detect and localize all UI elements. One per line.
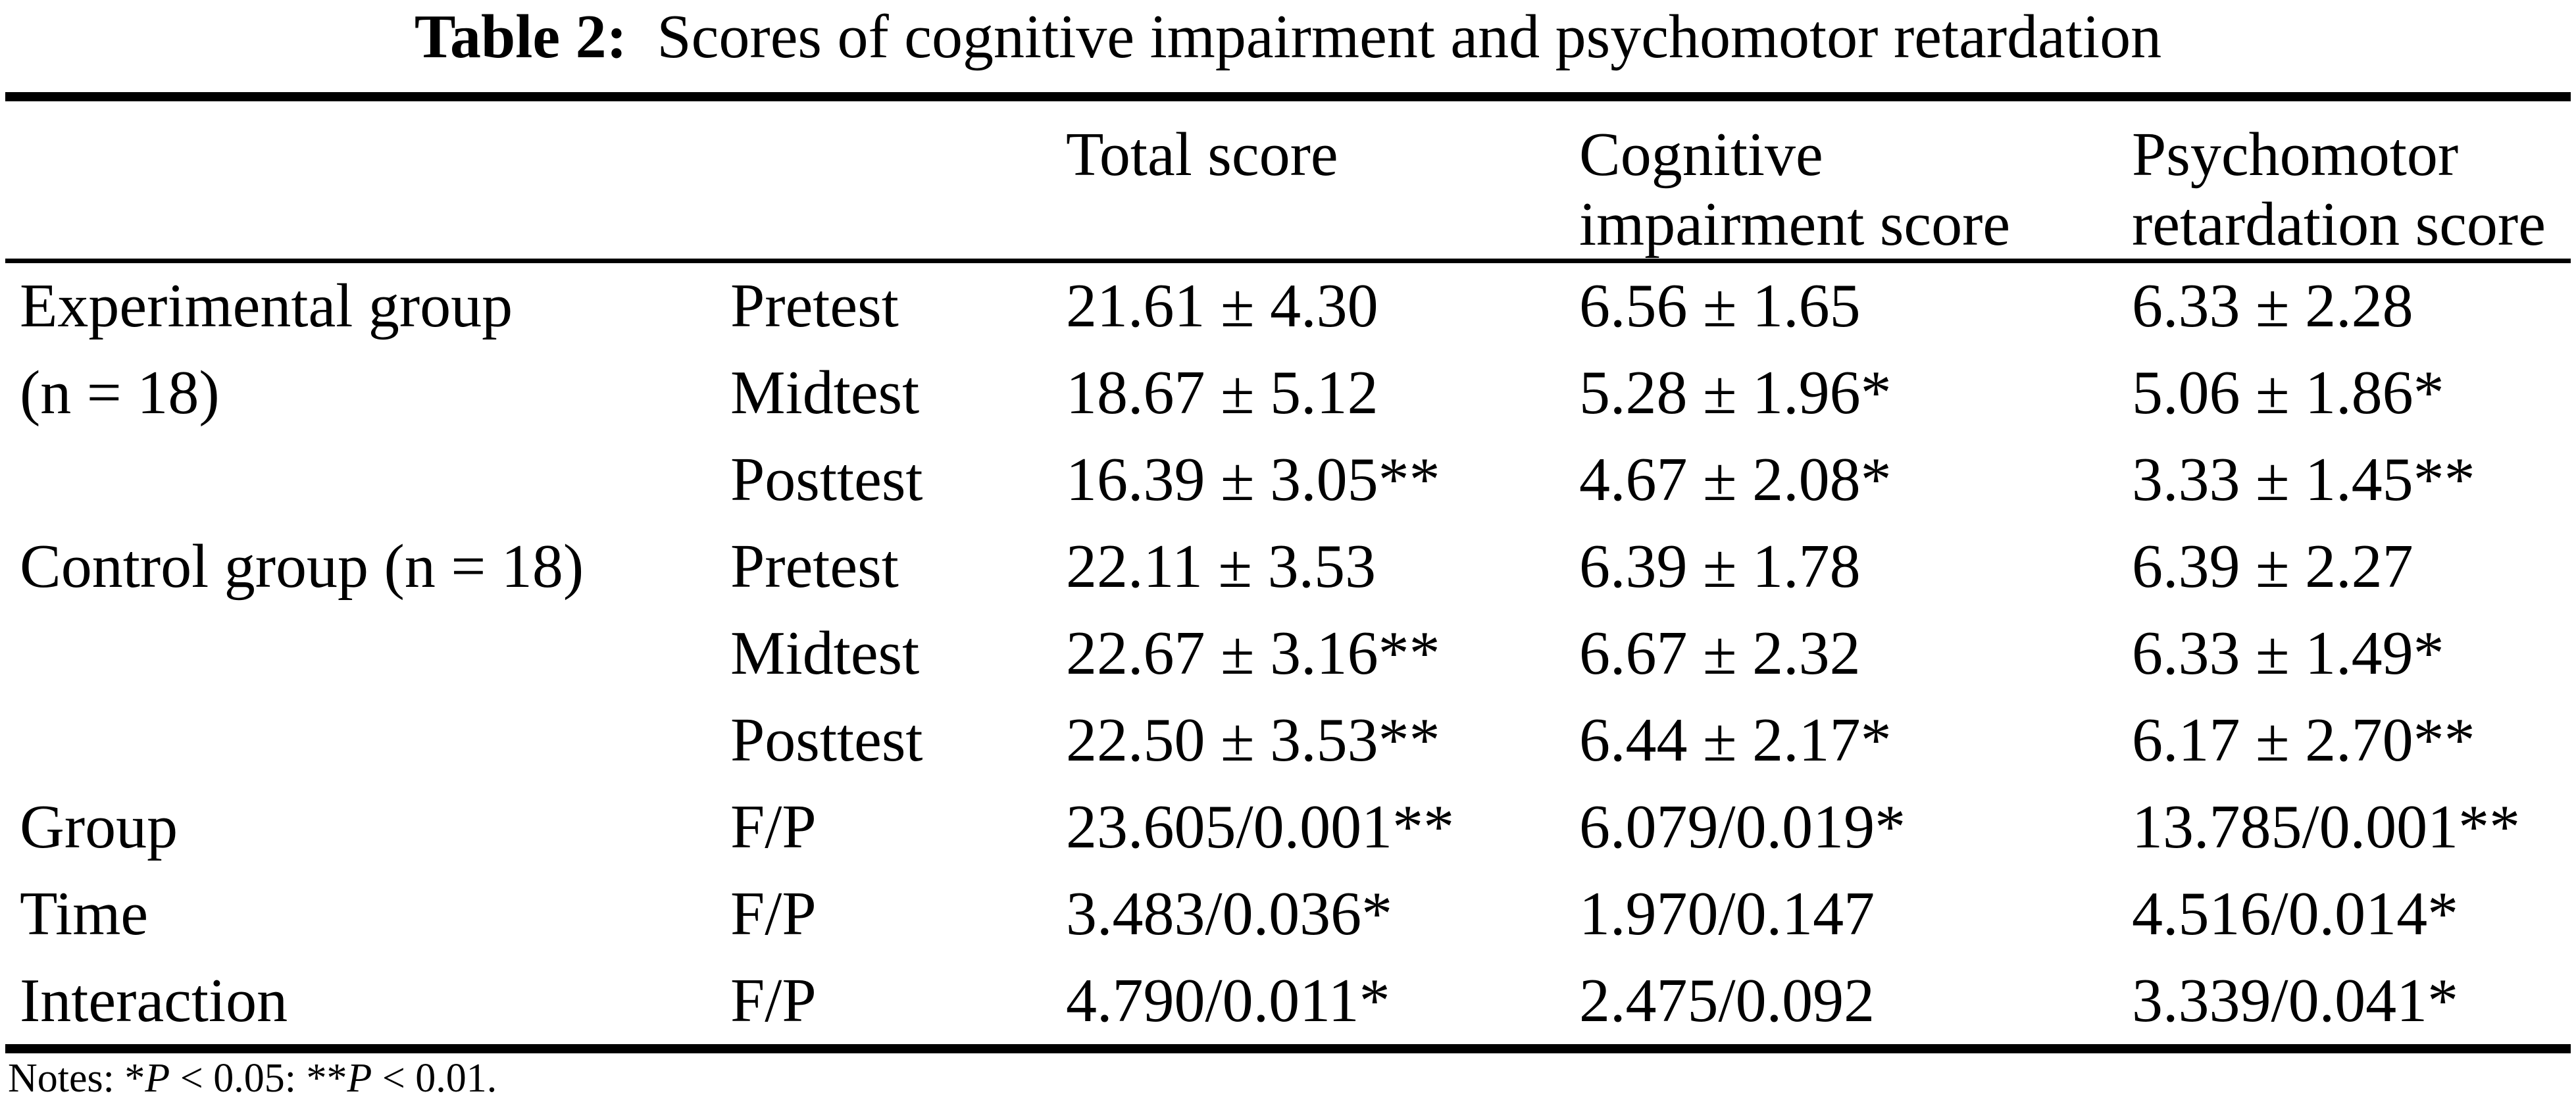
cell-total-score: 21.61 ± 4.30 [1066,272,1378,340]
column-header-total-score: Total score [1066,120,1338,189]
row-test-label: Midtest [730,359,920,427]
row-test-label: F/P [730,966,817,1035]
cell-psychomotor-score: 5.06 ± 1.86* [2132,359,2444,427]
table-bottom-rule [5,1044,2571,1053]
cell-cognitive-score: 6.44 ± 2.17* [1579,706,1892,774]
cell-psychomotor-score: 6.33 ± 2.28 [2132,272,2413,340]
cell-total-score: 18.67 ± 5.12 [1066,359,1378,427]
cell-total-score: 3.483/0.036* [1066,880,1393,948]
table-header-row: Total score Cognitive impairment score P… [0,101,2576,259]
table-top-rule [5,92,2571,101]
table-caption-text: Scores of cognitive impairment and psych… [657,3,2162,71]
table-caption: Table 2: Scores of cognitive impairment … [0,0,2576,74]
table-body: Experimental group (n = 18) Pretest 21.6… [0,263,2576,1044]
cell-psychomotor-score: 3.33 ± 1.45** [2132,445,2475,514]
cell-cognitive-score: 6.67 ± 2.32 [1579,619,1861,688]
column-header-psychomotor-retardation-score: Psychomotor retardation score [2132,120,2546,259]
row-test-label: Pretest [730,272,899,340]
cell-total-score: 22.67 ± 3.16** [1066,619,1440,688]
cell-psychomotor-score: 6.17 ± 2.70** [2132,706,2475,774]
cell-psychomotor-score: 3.339/0.041* [2132,966,2459,1035]
cell-cognitive-score: 5.28 ± 1.96* [1579,359,1892,427]
cell-total-score: 22.11 ± 3.53 [1066,532,1376,601]
row-test-label: Posttest [730,706,923,774]
row-test-label: Posttest [730,445,923,514]
cell-cognitive-score: 4.67 ± 2.08* [1579,445,1892,514]
cell-cognitive-score: 6.56 ± 1.65 [1579,272,1861,340]
cell-cognitive-score: 6.39 ± 1.78 [1579,532,1861,601]
cell-total-score: 4.790/0.011* [1066,966,1390,1035]
row-label-time-effect: Time [20,880,149,948]
row-label-interaction-effect: Interaction [20,966,288,1035]
row-test-label: F/P [730,793,817,861]
row-group-label-experimental: Experimental group (n = 18) [20,272,513,427]
p-value-symbol: P [347,1056,372,1101]
row-test-label: F/P [730,880,817,948]
table-caption-label: Table 2: [414,3,627,71]
cell-cognitive-score: 1.970/0.147 [1579,880,1875,948]
cell-total-score: 22.50 ± 3.53** [1066,706,1440,774]
cell-psychomotor-score: 13.785/0.001** [2132,793,2521,861]
cell-psychomotor-score: 6.33 ± 1.49* [2132,619,2444,688]
table-notes: Notes: *P < 0.05: **P < 0.01. [8,1056,497,1101]
row-test-label: Midtest [730,619,920,688]
p-value-symbol: P [145,1056,170,1101]
cell-cognitive-score: 2.475/0.092 [1579,966,1875,1035]
table-header-rule [5,259,2571,263]
row-group-label-control: Control group (n = 18) [20,532,584,601]
cell-cognitive-score: 6.079/0.019* [1579,793,1906,861]
cell-psychomotor-score: 4.516/0.014* [2132,880,2459,948]
cell-psychomotor-score: 6.39 ± 2.27 [2132,532,2413,601]
row-label-group-effect: Group [20,793,178,861]
cell-total-score: 16.39 ± 3.05** [1066,445,1440,514]
cell-total-score: 23.605/0.001** [1066,793,1455,861]
column-header-cognitive-impairment-score: Cognitive impairment score [1579,120,2011,259]
row-test-label: Pretest [730,532,899,601]
